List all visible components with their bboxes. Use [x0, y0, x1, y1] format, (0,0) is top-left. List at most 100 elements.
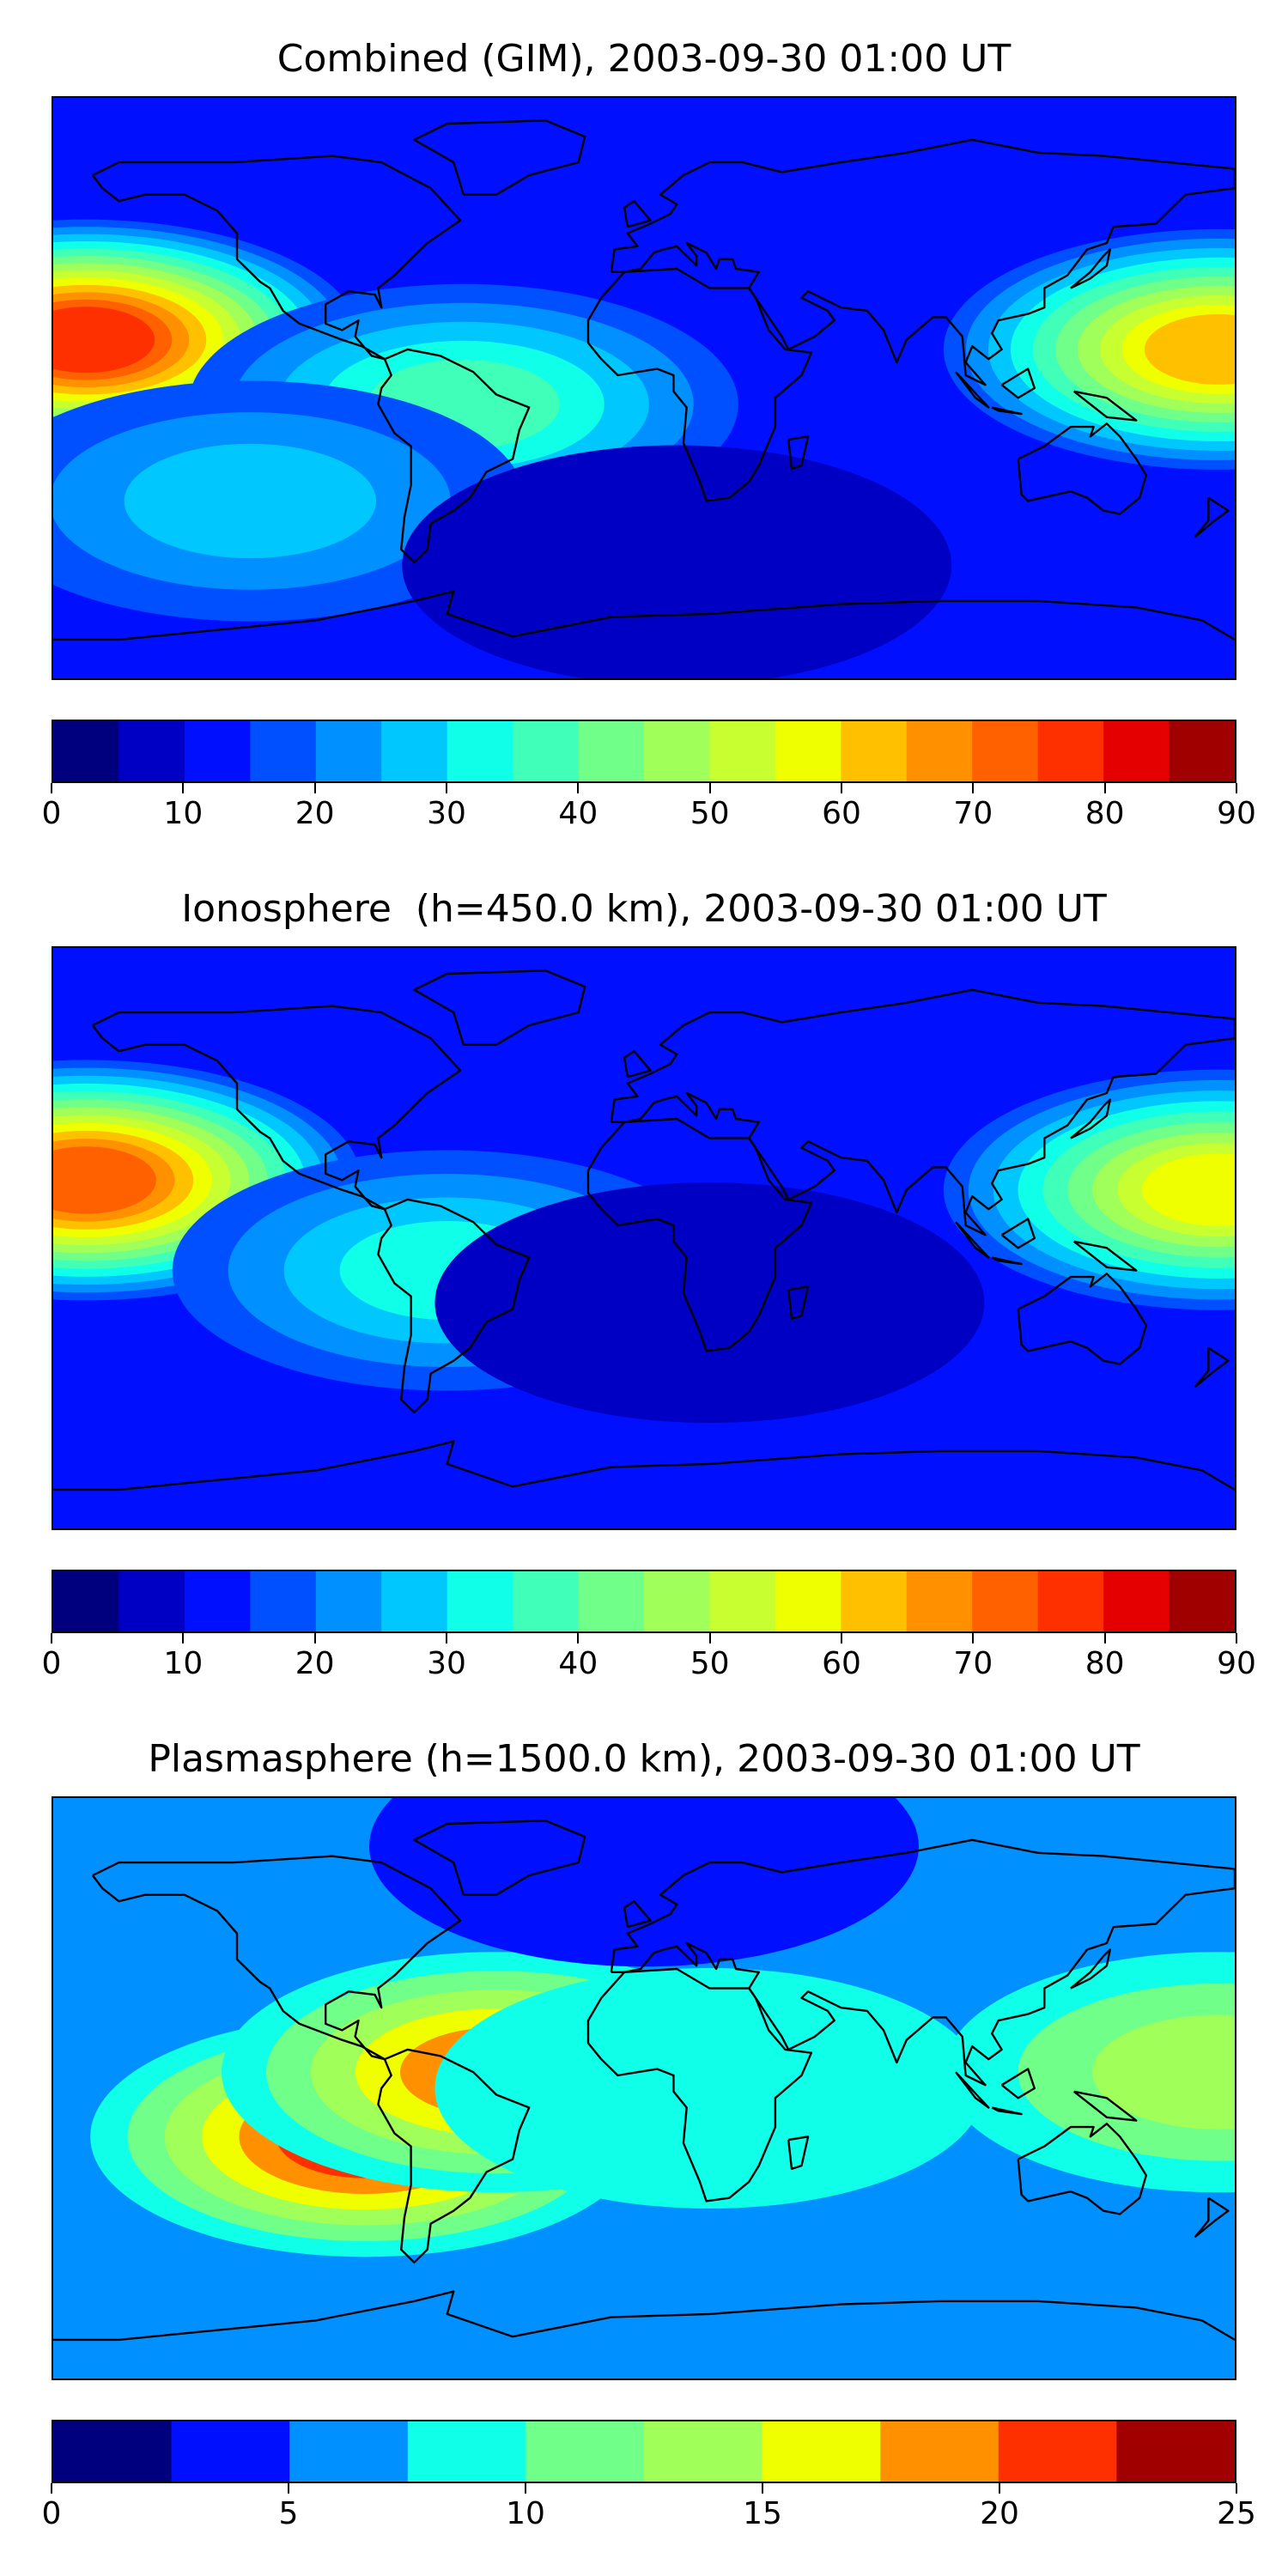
- colorbar-tick: [972, 1633, 975, 1643]
- colorbar-bin: [709, 721, 776, 781]
- colorbar-tick-label: 40: [558, 1646, 598, 1681]
- colorbar-bin: [407, 2421, 526, 2482]
- colorbar-tick-label: 90: [1217, 796, 1256, 831]
- contour-southern-band: [124, 443, 376, 559]
- colorbar-tick-label: 25: [1217, 2496, 1256, 2531]
- colorbar-tick-label: 20: [295, 796, 335, 831]
- colorbar-bin: [171, 2421, 290, 2482]
- colorbar-tick-label: 50: [690, 796, 730, 831]
- colorbar-svg: [53, 2421, 1235, 2482]
- colorbar-tick: [182, 783, 185, 793]
- colorbar-tick: [708, 1633, 711, 1643]
- map-plot: [52, 96, 1236, 680]
- coastline: [1072, 2090, 1138, 2122]
- heatmap-svg: [53, 98, 1235, 678]
- colorbar-svg: [53, 1571, 1235, 1631]
- coastline: [955, 371, 990, 409]
- colorbar-tick-label: 70: [953, 1646, 993, 1681]
- coastline: [1017, 1273, 1147, 1365]
- colorbar-bin: [526, 2421, 645, 2482]
- coastline: [991, 406, 1023, 416]
- colorbar-tick-label: 10: [163, 796, 204, 831]
- coastline: [1017, 422, 1147, 515]
- colorbar-tick-label: 0: [41, 1646, 62, 1681]
- colorbar-bin: [841, 1571, 908, 1631]
- colorbar-tick: [51, 2483, 52, 2494]
- colorbar-tick: [1236, 1633, 1237, 1643]
- colorbar-tick-label: 0: [41, 2496, 62, 2531]
- colorbar-tick: [51, 783, 52, 793]
- colorbar-tick: [972, 783, 975, 793]
- colorbar-bin: [972, 1571, 1039, 1631]
- coastline: [586, 1117, 813, 1352]
- coastline: [413, 119, 586, 196]
- contour-equatorial-band: [434, 1968, 985, 2208]
- colorbar-tick: [1103, 1633, 1106, 1643]
- coastline: [413, 1820, 586, 1896]
- colorbar-tick: [577, 783, 580, 793]
- colorbar-tick: [288, 2483, 289, 2494]
- colorbar-bin: [250, 721, 317, 781]
- colorbar-ticks: 0 10 20 30 40 50 60 70 80 90: [42, 783, 1256, 835]
- colorbar-bin: [1169, 1571, 1235, 1631]
- chart-title: Ionosphere (h=450.0 km), 2003-09-30 01:0…: [181, 887, 1107, 931]
- colorbar-bin: [381, 721, 448, 781]
- colorbar-bin: [1037, 721, 1104, 781]
- coastline: [1072, 1240, 1138, 1272]
- colorbar-bin: [53, 721, 120, 781]
- coastline: [53, 2290, 1235, 2342]
- colorbar-bin: [315, 1571, 382, 1631]
- contour-west-pacific-peak: [1142, 1153, 1235, 1226]
- colorbar-svg: [53, 721, 1235, 781]
- colorbar-bin: [972, 721, 1039, 781]
- colorbar-bin: [53, 1571, 120, 1631]
- colorbar-tick: [708, 783, 711, 793]
- colorbar-bin: [775, 1571, 841, 1631]
- colorbar-bin: [1169, 721, 1235, 781]
- colorbar-bin: [578, 1571, 645, 1631]
- coastline: [586, 267, 813, 502]
- coastline: [1194, 1346, 1230, 1388]
- colorbar-bin: [315, 721, 382, 781]
- colorbar-ticks: 0 5 10 15 20 25: [42, 2483, 1256, 2535]
- coastline: [1070, 1098, 1111, 1139]
- coastline: [1000, 2068, 1036, 2099]
- colorbar-bin: [998, 2421, 1117, 2482]
- heatmap-svg: [53, 948, 1235, 1528]
- coastline: [53, 590, 1235, 641]
- colorbar: [52, 720, 1236, 783]
- colorbar-bin: [762, 2421, 881, 2482]
- colorbar-ticks: 0 10 20 30 40 50 60 70 80 90: [42, 1633, 1256, 1685]
- colorbar-bin: [53, 2421, 173, 2482]
- colorbar-tick: [525, 2483, 526, 2494]
- colorbar-tick-label: 20: [295, 1646, 335, 1681]
- colorbar-bin: [513, 1571, 580, 1631]
- colorbar-tick: [577, 1633, 580, 1643]
- colorbar-tick-label: 0: [41, 796, 62, 831]
- coastline: [955, 1221, 990, 1259]
- colorbar-tick-label: 60: [822, 796, 861, 831]
- coastline: [1017, 2123, 1147, 2215]
- colorbar-tick: [841, 783, 842, 793]
- colorbar-bin: [578, 721, 645, 781]
- contour-polar-low: [369, 1798, 919, 1967]
- coastline: [623, 1900, 652, 1929]
- panel-ionosphere: Ionosphere (h=450.0 km), 2003-09-30 01:0…: [42, 887, 1256, 1685]
- coastline: [1070, 1948, 1111, 1990]
- colorbar-bin: [709, 1571, 776, 1631]
- coastline: [955, 2071, 990, 2109]
- colorbar-tick-label: 80: [1084, 1646, 1125, 1681]
- colorbar-tick-label: 70: [953, 796, 993, 831]
- colorbar-tick-label: 10: [163, 1646, 204, 1681]
- colorbar-tick-label: 30: [427, 1646, 466, 1681]
- colorbar-bin: [184, 1571, 251, 1631]
- contour-south-atlantic-low: [402, 445, 952, 678]
- colorbar-bin: [1037, 1571, 1104, 1631]
- contour-eastern-pacific-peak: [53, 1146, 156, 1214]
- colorbar-tick: [313, 783, 316, 793]
- contour-west-pacific-peak: [1144, 313, 1235, 385]
- coastline: [991, 1256, 1023, 1266]
- colorbar-tick-label: 60: [822, 1646, 861, 1681]
- coastline: [1194, 496, 1230, 538]
